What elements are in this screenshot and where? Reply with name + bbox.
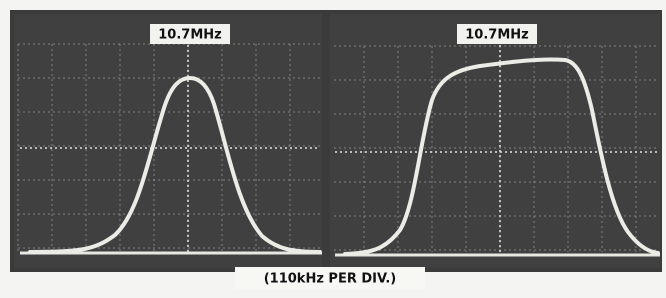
caption: (110kHz PER DIV.) [264, 272, 397, 287]
page: 10.7MHz 10.7MHz (110kHz PER DIV.) (() =>… [0, 0, 666, 298]
right-frequency-label: 10.7MHz [465, 28, 528, 43]
right-screen [330, 14, 660, 268]
left-frequency-label: 10.7MHz [158, 28, 221, 43]
left-screen [14, 14, 322, 268]
scope-photo: 10.7MHz 10.7MHz (110kHz PER DIV.) [0, 0, 666, 298]
